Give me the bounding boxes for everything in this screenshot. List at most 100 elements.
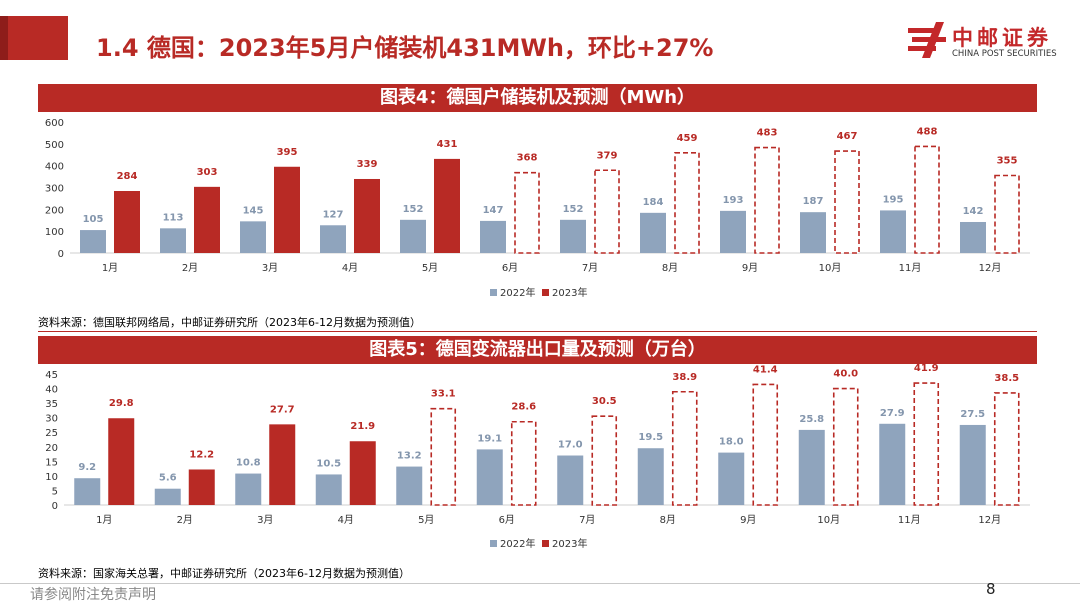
bar-2023 (114, 190, 140, 253)
data-label-2023: 33.1 (431, 389, 456, 400)
bar-2023-forecast (754, 146, 780, 254)
bar-2022 (235, 473, 262, 505)
x-tick-label: 4月 (338, 514, 354, 526)
bar-2023-forecast (594, 169, 620, 254)
data-label-2022: 27.9 (880, 408, 905, 419)
data-label-2022: 19.5 (638, 432, 663, 443)
page-number: 8 (986, 580, 996, 598)
chart2-source: 资料来源：国家海关总署，中邮证券研究所（2023年6-12月数据为预测值） (38, 567, 410, 580)
y-tick-label: 100 (45, 227, 64, 238)
data-label-2022: 127 (323, 209, 344, 220)
data-label-2023: 339 (357, 159, 378, 170)
data-label-2022: 18.0 (719, 437, 744, 448)
data-label-2023: 379 (597, 150, 618, 161)
x-tick-label: 12月 (978, 514, 1001, 526)
x-tick-label: 5月 (422, 262, 438, 274)
x-tick-label: 11月 (898, 514, 921, 526)
x-tick-label: 11月 (899, 262, 922, 274)
data-label-2023: 38.9 (672, 372, 697, 383)
x-tick-label: 2月 (182, 262, 198, 274)
data-label-2022: 10.8 (236, 458, 261, 469)
bar-2022 (879, 423, 906, 505)
x-tick-label: 9月 (742, 262, 758, 274)
data-label-2023: 21.9 (350, 421, 375, 432)
bar-2022 (320, 225, 346, 253)
data-label-2023: 467 (837, 131, 858, 142)
y-tick-label: 20 (45, 443, 58, 454)
bar-2022 (476, 449, 503, 505)
bar-2022 (959, 424, 986, 505)
title-accent-bar (0, 16, 68, 60)
data-label-2023: 12.2 (189, 449, 214, 460)
y-tick-label: 600 (45, 118, 64, 129)
data-label-2023: 30.5 (592, 396, 617, 407)
data-label-2022: 184 (643, 197, 664, 208)
data-label-2023: 368 (517, 153, 538, 164)
data-label-2022: 27.5 (960, 409, 985, 420)
legend-label-2023: 2023年 (552, 537, 587, 550)
x-tick-label: 1月 (102, 262, 118, 274)
y-tick-label: 5 (52, 486, 58, 497)
data-label-2022: 195 (883, 194, 904, 205)
bar-2023 (434, 158, 460, 253)
data-label-2023: 38.5 (994, 373, 1019, 384)
data-label-2023: 459 (677, 133, 698, 144)
bar-2023 (188, 469, 215, 505)
data-label-2023: 28.6 (511, 402, 536, 413)
bar-2022 (240, 221, 266, 253)
y-tick-label: 25 (45, 428, 58, 439)
data-label-2022: 17.0 (558, 440, 583, 451)
data-label-2022: 152 (563, 204, 584, 215)
bar-2023-forecast (430, 407, 457, 506)
x-tick-label: 3月 (262, 262, 278, 274)
bar-2022 (154, 488, 181, 505)
legend-label-2023: 2023年 (552, 286, 587, 299)
china-post-emblem-icon (908, 22, 946, 58)
x-tick-label: 10月 (819, 262, 842, 274)
x-tick-label: 8月 (660, 514, 676, 526)
legend-swatch-2022 (490, 289, 497, 296)
legend-label-2022: 2022年 (500, 286, 535, 299)
x-tick-label: 6月 (499, 514, 515, 526)
logo-name-cn: 中邮证券 (952, 26, 1052, 50)
bar-2022 (396, 466, 423, 505)
data-label-2023: 395 (277, 147, 298, 158)
slide-title: 1.4 德国：2023年5月户储装机431MWh，环比+27% (96, 34, 714, 62)
y-tick-label: 200 (45, 205, 64, 216)
data-label-2023: 40.0 (833, 369, 858, 380)
data-label-2022: 147 (483, 205, 504, 216)
data-label-2023: 284 (117, 171, 138, 182)
bar-2023 (274, 166, 300, 253)
bar-2022 (400, 219, 426, 253)
x-tick-label: 8月 (662, 262, 678, 274)
bar-2023 (269, 424, 296, 505)
bar-2023-forecast (674, 151, 700, 254)
bar-2023-forecast (591, 415, 618, 506)
bar-2022 (798, 429, 825, 505)
bar-2023 (349, 441, 376, 505)
company-logo: 中邮证券 CHINA POST SECURITIES (906, 20, 1076, 64)
bar-2023-forecast (514, 171, 540, 254)
bar-2022 (80, 230, 106, 253)
legend-swatch-2023 (542, 289, 549, 296)
bar-2023-forecast (913, 382, 940, 506)
bar-2022 (640, 212, 666, 253)
data-label-2023: 29.8 (109, 398, 134, 409)
data-label-2022: 19.1 (477, 433, 502, 444)
chart2-plot: 0 5 10 15 20 25 30 35 40 45 9.2 29.8 1月 5.6 12.2 2月 10.8… (45, 364, 1030, 550)
y-tick-label: 15 (45, 457, 58, 468)
data-label-2022: 105 (83, 214, 104, 225)
data-label-2022: 113 (163, 212, 184, 223)
bar-2022 (557, 455, 584, 505)
bar-2022 (880, 210, 906, 253)
data-label-2022: 5.6 (159, 473, 177, 484)
bar-2023-forecast (752, 383, 779, 506)
data-label-2023: 41.4 (753, 364, 778, 375)
data-label-2022: 25.8 (799, 414, 824, 425)
x-tick-label: 6月 (502, 262, 518, 274)
bar-2022 (160, 228, 186, 253)
x-tick-label: 9月 (740, 514, 756, 526)
y-tick-label: 10 (45, 472, 58, 483)
bar-2023-forecast (510, 420, 537, 506)
bar-2023-forecast (671, 390, 698, 506)
